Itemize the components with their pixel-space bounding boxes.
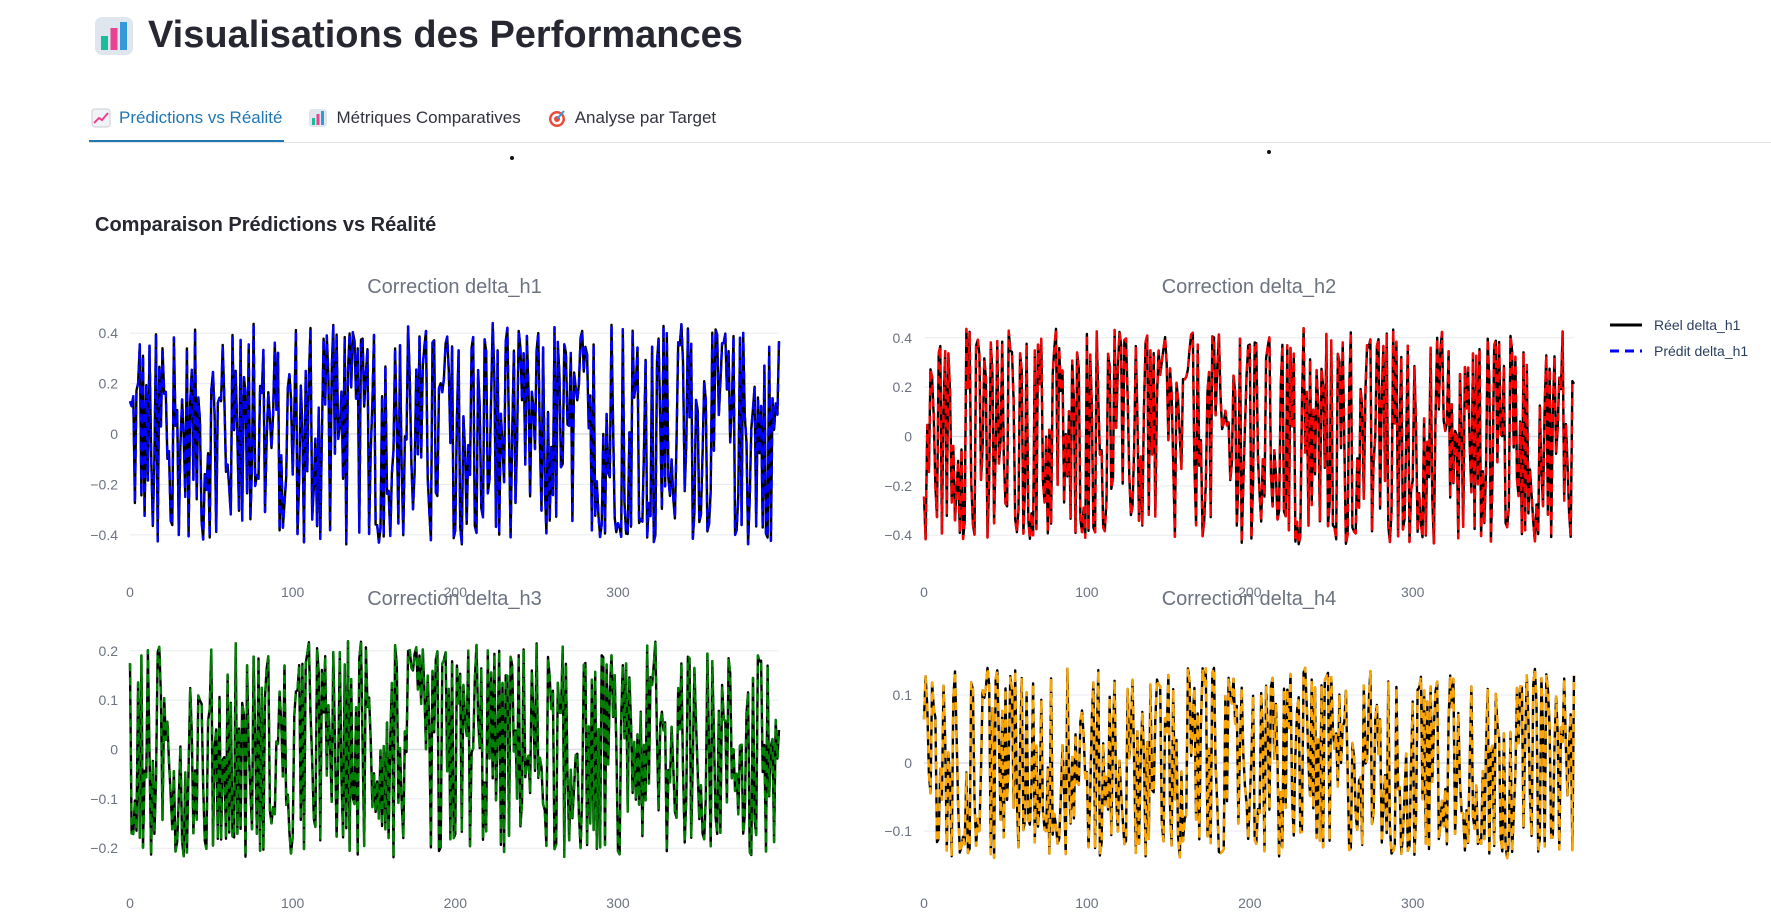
x-tick-label: 0: [126, 895, 134, 911]
target-icon: [547, 108, 567, 128]
x-tick-label: 100: [1075, 895, 1099, 911]
y-tick-label: −0.2: [90, 840, 118, 856]
y-tick-label: 0.1: [893, 687, 913, 703]
y-tick-label: 0.4: [99, 325, 119, 341]
y-tick-label: 0.4: [893, 330, 913, 346]
series-line-predit: [922, 327, 1576, 546]
chart-panel-3: Correction delta_h3 −0.2 −0.1 0 0.1 0.2 0 100 20…: [90, 588, 781, 911]
chart-panel-1: Correction delta_h1 −0.4 −0.2 0 0.2 0.4 0 100 20…: [90, 276, 781, 600]
tab-predictions-vs-realite[interactable]: Prédictions vs Réalité: [89, 96, 285, 142]
tab-analyse-par-target[interactable]: Analyse par Target: [545, 96, 718, 142]
y-tick-label: −0.2: [90, 476, 118, 492]
section-title: Comparaison Prédictions vs Réalité: [95, 214, 437, 236]
x-tick-label: 100: [281, 584, 305, 600]
y-tick-label: 0.1: [99, 692, 119, 708]
dot-marker: [510, 156, 514, 160]
x-tick-label: 100: [1075, 584, 1099, 600]
y-tick-label: −0.1: [90, 791, 118, 807]
chart-panel-4: Correction delta_h4 −0.1 0 0.1 0 100 200 300: [884, 588, 1576, 911]
y-tick-label: −0.4: [90, 527, 118, 543]
chart-title: Correction delta_h1: [367, 276, 542, 298]
y-tick-label: −0.4: [884, 527, 912, 543]
x-tick-label: 0: [920, 895, 928, 911]
x-tick-label: 200: [1238, 584, 1262, 600]
y-tick-label: 0.2: [99, 376, 119, 392]
series-line-predit: [128, 321, 781, 546]
tab-metriques-comparatives[interactable]: Métriques Comparatives: [306, 96, 522, 142]
x-tick-label: 200: [1238, 895, 1262, 911]
series-line-predit: [922, 666, 1576, 860]
page-title-text: Visualisations des Performances: [148, 14, 743, 56]
chart-legend: Réel delta_h1 Prédit delta_h1: [1608, 312, 1748, 364]
tab-bar: Prédictions vs Réalité Métriques Compara…: [89, 96, 1771, 143]
trend-chart-icon: [91, 108, 111, 128]
legend-label: Prédit delta_h1: [1654, 343, 1749, 359]
y-tick-label: 0: [904, 755, 912, 771]
y-tick-label: −0.2: [884, 478, 912, 494]
legend-dashed-line-icon: [1610, 349, 1642, 353]
legend-item-reel[interactable]: Réel delta_h1: [1608, 312, 1748, 338]
y-tick-label: 0.2: [99, 643, 119, 659]
bar-chart-icon: [308, 108, 328, 128]
tab-label: Métriques Comparatives: [336, 108, 521, 127]
x-tick-label: 0: [920, 584, 928, 600]
y-tick-label: 0: [110, 742, 118, 758]
x-tick-label: 300: [606, 584, 630, 600]
y-tick-label: −0.1: [884, 823, 912, 839]
chart-title: Correction delta_h3: [367, 588, 542, 610]
bar-chart-icon: [94, 16, 134, 56]
legend-solid-line-icon: [1610, 323, 1642, 327]
x-tick-label: 100: [281, 895, 305, 911]
legend-item-predit[interactable]: Prédit delta_h1: [1608, 338, 1748, 364]
page-title: Visualisations des Performances: [94, 14, 743, 57]
chart-title: Correction delta_h4: [1162, 588, 1337, 610]
legend-label: Réel delta_h1: [1654, 317, 1741, 333]
y-tick-label: 0.2: [893, 379, 913, 395]
x-tick-label: 300: [606, 895, 630, 911]
series-line-predit: [128, 640, 781, 859]
y-tick-label: 0: [110, 426, 118, 442]
x-tick-label: 300: [1401, 895, 1425, 911]
tab-label: Prédictions vs Réalité: [119, 108, 283, 127]
chart-title: Correction delta_h2: [1162, 276, 1337, 298]
x-tick-label: 200: [444, 584, 468, 600]
x-tick-label: 0: [126, 584, 134, 600]
chart-panel-2: Correction delta_h2 −0.4 −0.2 0 0.2 0.4 0 100 20…: [884, 276, 1576, 600]
x-tick-label: 200: [444, 895, 468, 911]
y-tick-label: 0: [904, 429, 912, 445]
dot-marker: [1267, 150, 1271, 154]
x-tick-label: 300: [1401, 584, 1425, 600]
tab-label: Analyse par Target: [574, 108, 717, 127]
